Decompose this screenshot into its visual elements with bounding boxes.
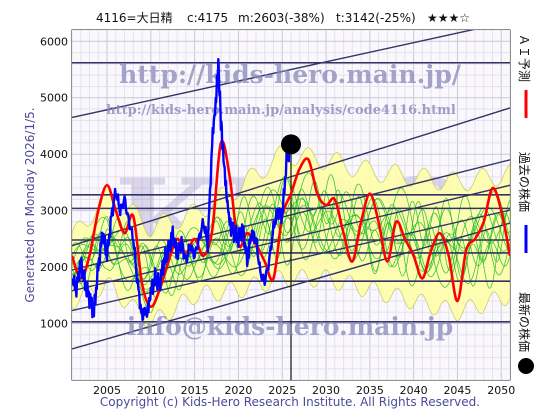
x-tick-label: 2040 xyxy=(400,384,428,397)
x-tick-label: 2045 xyxy=(443,384,471,397)
legend: ＡＩ予測 過去の株価 最新の株価 xyxy=(517,34,534,374)
y-tick-label: 2000 xyxy=(40,261,68,274)
trend-line xyxy=(72,30,475,119)
watermark-email: info@kids-hero.main.jp xyxy=(127,312,454,341)
header-target: t:3142(-25%) xyxy=(336,11,416,25)
x-tick-label: 2005 xyxy=(93,384,121,397)
x-tick-label: 2030 xyxy=(312,384,340,397)
legend-latest-dot xyxy=(518,358,534,374)
x-tick-label: 2035 xyxy=(356,384,384,397)
copyright: Copyright (c) Kids-Hero Research Institu… xyxy=(100,395,480,409)
ai-forecast-line xyxy=(72,139,510,308)
y-tick-label: 5000 xyxy=(40,92,68,105)
y-tick-label: 4000 xyxy=(40,148,68,161)
watermark-url-analysis: http://kids-hero.main.jp/analysis/code41… xyxy=(106,103,456,118)
x-tick-label: 2010 xyxy=(137,384,165,397)
legend-latest-label: 最新の株価 xyxy=(517,292,532,352)
x-tick-label: 2025 xyxy=(268,384,296,397)
latest-marker xyxy=(281,134,301,155)
y-tick-label: 1000 xyxy=(40,318,68,331)
x-tick-label: 2015 xyxy=(181,384,209,397)
axis-ticks: 2005 2010 2015 2020 2025 2030 2035 2040 2045 2050… xyxy=(40,35,515,397)
watermark-url-main: http://kids-hero.main.jp/ xyxy=(119,60,462,89)
legend-past-label: 過去の株価 xyxy=(517,152,532,212)
horizontal-levels xyxy=(72,61,510,380)
header-mean: m:2603(-38%) xyxy=(238,11,325,25)
x-tick-label: 2050 xyxy=(487,384,515,397)
x-tick-label: 2020 xyxy=(224,384,252,397)
latest-price-dot xyxy=(281,134,301,155)
header-stars: ★★★☆ xyxy=(427,11,470,25)
header-code: 4116=大日精 xyxy=(96,11,173,25)
y-tick-label: 6000 xyxy=(40,35,68,48)
series xyxy=(72,58,510,322)
header-current: c:4175 xyxy=(187,11,228,25)
generated-date: Generated on Monday 2026/1/5. xyxy=(23,107,37,302)
past-price-line xyxy=(72,58,293,322)
legend-ai-label: ＡＩ予測 xyxy=(517,34,531,82)
y-tick-label: 3000 xyxy=(40,205,68,218)
